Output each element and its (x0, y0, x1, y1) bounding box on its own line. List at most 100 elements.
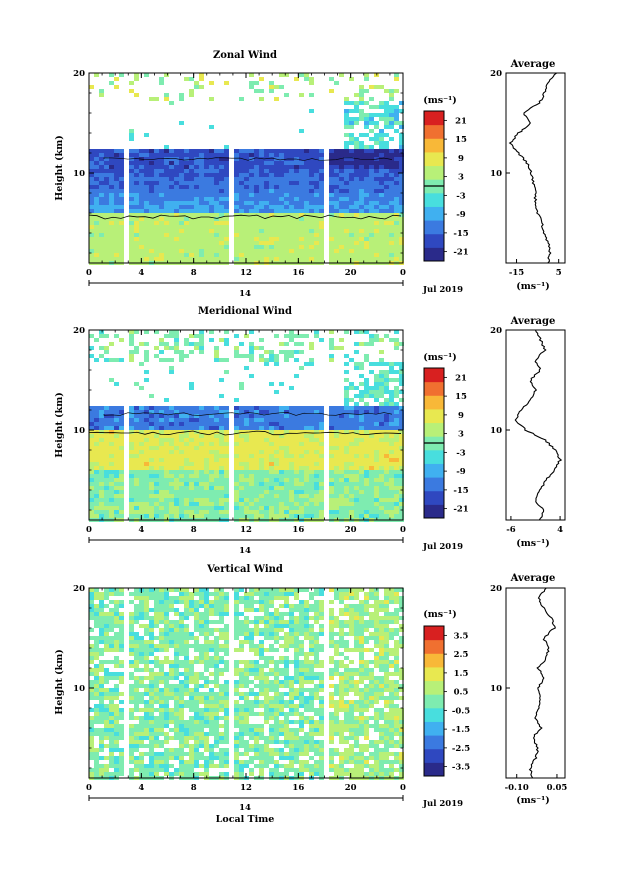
heatmap-cell (274, 510, 279, 514)
heatmap-cell (264, 362, 269, 366)
heatmap-cell (159, 616, 164, 620)
heatmap-cell (214, 161, 219, 165)
heatmap-cell (269, 209, 274, 213)
heatmap-cell (114, 696, 119, 700)
heatmap-cell (99, 209, 104, 213)
heatmap-cell (99, 490, 104, 494)
heatmap-cell (334, 446, 339, 450)
heatmap-cell (224, 470, 229, 474)
heatmap-cell (389, 153, 394, 157)
heatmap-cell (239, 153, 244, 157)
heatmap-cell (359, 506, 364, 510)
heatmap-cell (119, 430, 124, 434)
heatmap-cell (249, 474, 254, 478)
heatmap-cell (89, 153, 94, 157)
heatmap-cell (369, 249, 374, 253)
heatmap-cell (104, 446, 109, 450)
colorbar-tick-label: -3 (456, 191, 466, 201)
heatmap-cell (354, 438, 359, 442)
heatmap-cell (114, 165, 119, 169)
heatmap-cell (349, 249, 354, 253)
heatmap-cell (369, 482, 374, 486)
heatmap-cell (389, 510, 394, 514)
heatmap-cell (94, 510, 99, 514)
heatmap-cell (119, 588, 124, 592)
heatmap-cell (344, 450, 349, 454)
heatmap-cell (284, 458, 289, 462)
heatmap-cell (224, 169, 229, 173)
colorbar-swatch (424, 409, 444, 423)
heatmap-cell (304, 217, 309, 221)
heatmap-cell (394, 177, 399, 181)
heatmap-cell (219, 498, 224, 502)
heatmap-cell (279, 157, 284, 161)
heatmap-cell (379, 458, 384, 462)
heatmap-cell (299, 241, 304, 245)
heatmap-cell (184, 253, 189, 257)
heatmap-cell (114, 185, 119, 189)
heatmap-cell (144, 712, 149, 716)
heatmap-cell (109, 205, 114, 209)
heatmap-cell (159, 732, 164, 736)
heatmap-cell (169, 478, 174, 482)
heatmap-cell (209, 482, 214, 486)
heatmap-cell (284, 446, 289, 450)
heatmap-cell (94, 688, 99, 692)
heatmap-cell (239, 205, 244, 209)
heatmap-cell (339, 149, 344, 153)
heatmap-cell (129, 482, 134, 486)
heatmap-cell (299, 422, 304, 426)
heatmap-cell (94, 177, 99, 181)
heatmap-cell (264, 245, 269, 249)
heatmap-cell (294, 149, 299, 153)
heatmap-cell (354, 386, 359, 390)
heatmap-cell (129, 229, 134, 233)
heatmap-cell (379, 105, 384, 109)
heatmap-cell (139, 696, 144, 700)
heatmap-cell (179, 189, 184, 193)
heatmap-cell (339, 418, 344, 422)
heatmap-cell (349, 181, 354, 185)
heatmap-cell (309, 446, 314, 450)
heatmap-cell (354, 502, 359, 506)
heatmap-cell (304, 478, 309, 482)
heatmap-cell (119, 470, 124, 474)
heatmap-cell (159, 237, 164, 241)
heatmap-cell (99, 592, 104, 596)
heatmap-cell (179, 696, 184, 700)
heatmap-cell (164, 498, 169, 502)
heatmap-cell (219, 257, 224, 261)
heatmap-cell (164, 494, 169, 498)
heatmap-cell (374, 177, 379, 181)
heatmap-cell (364, 149, 369, 153)
heatmap-cell (234, 422, 239, 426)
heatmap-cell (159, 600, 164, 604)
heatmap-cell (339, 165, 344, 169)
heatmap-cell (214, 490, 219, 494)
heatmap-cell (364, 117, 369, 121)
heatmap-cell (89, 189, 94, 193)
meridional-avg-unit: (ms⁻¹) (516, 538, 550, 549)
heatmap-cell (219, 177, 224, 181)
heatmap-cell (239, 189, 244, 193)
heatmap-cell (294, 490, 299, 494)
heatmap-cell (309, 205, 314, 209)
heatmap-cell (184, 189, 189, 193)
heatmap-cell (134, 149, 139, 153)
heatmap-cell (89, 414, 94, 418)
heatmap-cell (354, 470, 359, 474)
heatmap-cell (299, 446, 304, 450)
heatmap-cell (174, 668, 179, 672)
heatmap-cell (284, 502, 289, 506)
heatmap-cell (394, 370, 399, 374)
heatmap-cell (119, 241, 124, 245)
heatmap-cell (149, 620, 154, 624)
heatmap-cell (224, 422, 229, 426)
heatmap-cell (254, 430, 259, 434)
heatmap-cell (344, 241, 349, 245)
colorbar-swatch (424, 463, 444, 477)
heatmap-cell (334, 430, 339, 434)
heatmap-cell (169, 189, 174, 193)
heatmap-cell (99, 600, 104, 604)
heatmap-cell (359, 466, 364, 470)
